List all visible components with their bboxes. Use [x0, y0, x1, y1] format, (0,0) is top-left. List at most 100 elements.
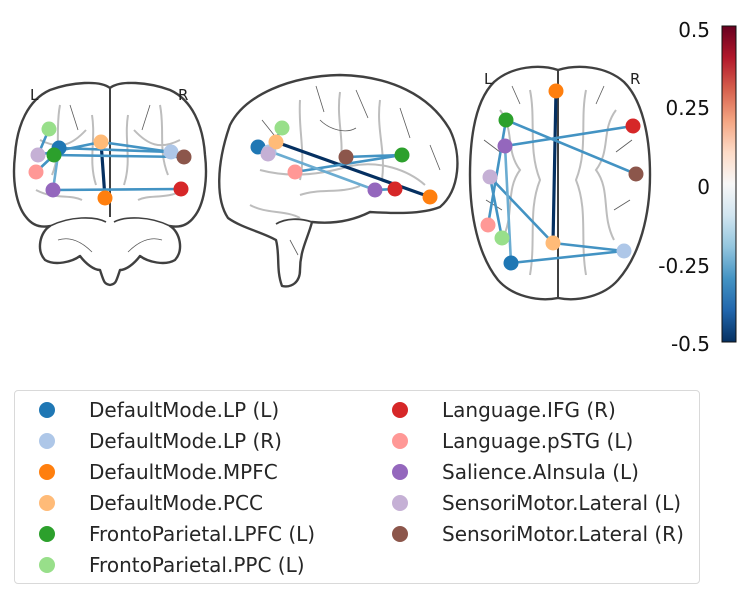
region-node — [30, 147, 46, 163]
colorbar — [721, 25, 737, 343]
connection-edge — [51, 187, 183, 192]
connection-edge — [99, 140, 173, 154]
legend-item: FrontoParietal.LPFC (L) — [39, 521, 315, 547]
region-node — [498, 112, 514, 128]
region-node — [93, 134, 109, 150]
region-node — [268, 134, 284, 150]
region-node — [482, 169, 498, 185]
legend-label: Language.pSTG (L) — [442, 429, 634, 453]
legend-item: SensoriMotor.Lateral (R) — [392, 521, 684, 547]
region-node — [494, 230, 510, 246]
legend-item: DefaultMode.LP (R) — [39, 428, 282, 454]
region-node — [163, 144, 179, 160]
colorbar-tick: 0.5 — [678, 18, 710, 42]
legend-label: SensoriMotor.Lateral (R) — [442, 522, 684, 546]
axial-view: L R — [468, 65, 652, 301]
legend-item: DefaultMode.PCC — [39, 490, 263, 516]
region-node — [28, 164, 44, 180]
region-node — [616, 243, 632, 259]
connection-edge — [509, 249, 626, 265]
legend-label: SensoriMotor.Lateral (L) — [442, 491, 682, 515]
legend-marker — [39, 557, 55, 573]
region-node — [46, 147, 62, 163]
legend-marker — [392, 526, 408, 542]
connection-edge — [488, 175, 504, 240]
region-node — [274, 120, 290, 136]
region-node — [387, 181, 403, 197]
legend-label: Language.IFG (R) — [442, 398, 616, 422]
connection-edge — [274, 140, 432, 199]
axial-right-label: R — [630, 70, 640, 88]
coronal-left-label: L — [30, 86, 39, 104]
legend-label: FrontoParietal.PPC (L) — [89, 553, 305, 577]
legend-item: DefaultMode.LP (L) — [39, 397, 279, 423]
legend-item: Language.IFG (R) — [392, 397, 616, 423]
connection-edge — [504, 118, 638, 176]
colorbar-tick: -0.5 — [670, 332, 710, 356]
legend-marker — [39, 402, 55, 418]
connection-edge — [488, 175, 555, 245]
legend-marker — [392, 495, 408, 511]
region-node — [97, 190, 113, 206]
coronal-right-label: R — [178, 86, 188, 104]
region-node — [497, 138, 513, 154]
connection-edge — [503, 144, 513, 265]
region-node — [367, 182, 383, 198]
connection-edge — [57, 146, 173, 154]
colorbar-gradient — [721, 25, 737, 343]
legend-marker — [392, 402, 408, 418]
legend-marker — [39, 464, 55, 480]
region-node — [503, 255, 519, 271]
region-node — [176, 149, 192, 165]
legend-marker — [392, 433, 408, 449]
legend-label: DefaultMode.LP (R) — [89, 429, 282, 453]
axial-left-label: L — [484, 70, 493, 88]
connection-edge — [486, 118, 508, 227]
colorbar-tick: 0.25 — [665, 96, 710, 120]
legend-item: SensoriMotor.Lateral (L) — [392, 490, 681, 516]
region-node — [625, 118, 641, 134]
legend-marker — [39, 495, 55, 511]
legend-marker — [392, 464, 408, 480]
region-node — [173, 181, 189, 197]
sagittal-nodes — [250, 120, 438, 205]
region-node — [422, 189, 438, 205]
legend-item: FrontoParietal.PPC (L) — [39, 552, 305, 578]
axial-edges — [486, 89, 638, 265]
region-node — [628, 166, 644, 182]
legend-marker — [39, 526, 55, 542]
legend-label: DefaultMode.LP (L) — [89, 398, 280, 422]
legend-marker — [39, 433, 55, 449]
sagittal-brain-outline — [218, 73, 459, 288]
legend-item: DefaultMode.MPFC — [39, 459, 278, 485]
region-node — [260, 146, 276, 162]
region-node — [480, 217, 496, 233]
legend-label: FrontoParietal.LPFC (L) — [89, 522, 316, 546]
region-node — [394, 147, 410, 163]
region-node — [45, 182, 61, 198]
legend-label: DefaultMode.PCC — [89, 491, 263, 515]
coronal-nodes — [28, 121, 192, 206]
connection-edge — [52, 153, 186, 159]
legend-item: Salience.AInsula (L) — [392, 459, 639, 485]
region-node — [287, 164, 303, 180]
colorbar-tick: 0 — [697, 175, 710, 199]
connection-edge — [551, 241, 626, 253]
legend: DefaultMode.LP (L) DefaultMode.LP (R) De… — [14, 390, 700, 584]
axial-brain-outline — [468, 65, 652, 301]
axial-nodes — [480, 83, 644, 271]
legend-label: Salience.AInsula (L) — [442, 460, 639, 484]
coronal-view: L R — [12, 81, 208, 287]
region-node — [545, 235, 561, 251]
region-node — [548, 83, 564, 99]
sagittal-view — [218, 73, 459, 288]
connection-edge — [503, 124, 635, 148]
region-node — [41, 121, 57, 137]
legend-label: DefaultMode.MPFC — [89, 460, 278, 484]
connection-edge — [551, 89, 558, 245]
legend-item: Language.pSTG (L) — [392, 428, 633, 454]
region-node — [338, 149, 354, 165]
colorbar-tick: -0.25 — [658, 254, 710, 278]
connection-edge — [256, 145, 377, 192]
